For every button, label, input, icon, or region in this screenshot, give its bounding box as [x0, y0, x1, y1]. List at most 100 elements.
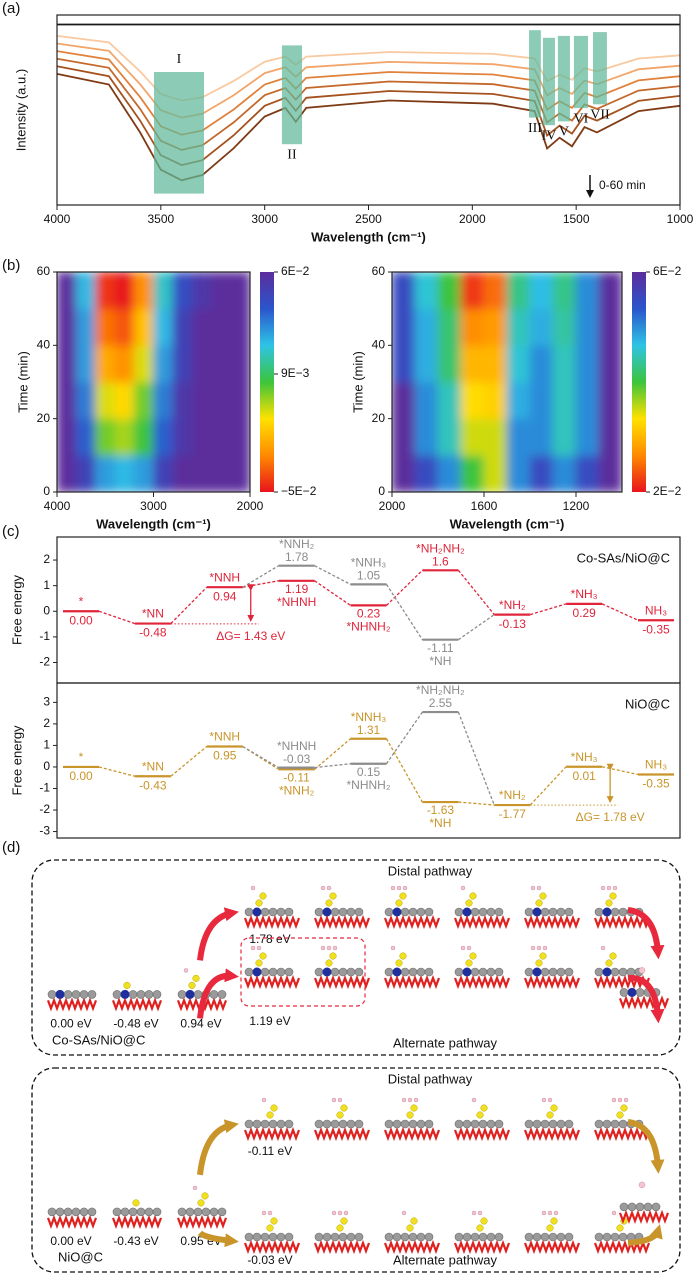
- n-atom: [480, 1104, 488, 1112]
- atom: [314, 1232, 324, 1242]
- connector: [601, 766, 639, 776]
- oxide-lattice: [453, 914, 511, 930]
- heat-cell: [598, 272, 622, 310]
- n-atom: [410, 1217, 418, 1225]
- slab-icon: [243, 1097, 301, 1142]
- n-atom: [255, 899, 263, 907]
- atom: [260, 907, 270, 917]
- heat-cell: [57, 272, 77, 310]
- atom: [128, 990, 138, 999]
- heat-cell: [598, 308, 622, 346]
- band-region: [573, 35, 589, 109]
- h-atom: [542, 945, 548, 951]
- product-h: [638, 1181, 646, 1189]
- connector: [529, 766, 567, 806]
- oxide-lattice: [453, 1239, 511, 1255]
- atom: [548, 907, 558, 917]
- oxide-lattice: [593, 974, 651, 990]
- n-atom: [201, 1192, 209, 1200]
- co-atom: [55, 989, 65, 999]
- value-label: 0.01: [572, 769, 596, 783]
- heat-cell: [392, 381, 416, 420]
- heat-cell: [552, 272, 577, 310]
- h-atom: [471, 1210, 477, 1216]
- atom: [384, 1119, 394, 1129]
- heat-cell: [153, 418, 174, 456]
- co-atom: [392, 967, 402, 977]
- atom: [276, 967, 286, 977]
- step-label: *NNH₂: [279, 537, 315, 551]
- heat-cell: [230, 272, 250, 310]
- h-atom: [536, 945, 542, 951]
- oxide-lattice: [593, 1126, 651, 1142]
- heat-cell: [392, 454, 416, 492]
- band-label: IV: [542, 128, 557, 143]
- n-atom: [270, 1217, 278, 1225]
- atom: [314, 1119, 324, 1129]
- heat-cell: [133, 272, 154, 310]
- heat-cell: [414, 344, 439, 383]
- atom: [87, 990, 97, 999]
- heat-cell: [575, 381, 600, 420]
- h-atom: [606, 885, 612, 891]
- n-atom: [266, 1111, 274, 1119]
- co-atom: [532, 907, 542, 917]
- connector: [314, 580, 351, 606]
- n-atom: [616, 1111, 624, 1119]
- atom: [424, 967, 434, 977]
- atom: [284, 907, 294, 917]
- atom: [284, 1232, 294, 1242]
- heat-cell: [95, 381, 116, 420]
- value-label: 0.00: [69, 613, 93, 627]
- co-atom: [120, 989, 130, 999]
- oxide-lattice: [523, 914, 581, 930]
- heatmap-cells: [57, 272, 250, 492]
- band-label: II: [287, 147, 297, 162]
- n-atom: [395, 899, 403, 907]
- atom: [268, 907, 278, 917]
- band-label: I: [177, 52, 182, 67]
- atom: [548, 967, 558, 977]
- atom: [494, 967, 504, 977]
- atom: [556, 907, 566, 917]
- slab-icon: [243, 885, 301, 930]
- heat-cell: [114, 381, 135, 420]
- slab-icon: [176, 1185, 228, 1230]
- step-label: *NNH₃: [351, 556, 387, 570]
- atom: [564, 1232, 574, 1242]
- atom: [548, 1119, 558, 1129]
- atom: [594, 1232, 604, 1242]
- heat-cell: [483, 344, 508, 383]
- atom: [602, 1119, 612, 1129]
- slab-icon: [46, 1207, 98, 1230]
- heat-cell: [437, 454, 462, 492]
- x-tick-label: 1200: [563, 499, 590, 513]
- h-atom: [460, 885, 466, 891]
- pathway-arrow: [197, 1119, 239, 1176]
- atom: [314, 907, 324, 917]
- oxide-lattice: [243, 914, 301, 930]
- slab-icon: [523, 1097, 581, 1142]
- heat-cell: [552, 418, 577, 456]
- atom: [252, 1232, 262, 1242]
- h-atom: [326, 885, 332, 891]
- colorbar-label: 9E−3: [281, 366, 310, 380]
- product-h: [638, 967, 646, 974]
- co-atom: [252, 907, 262, 917]
- heat-cell: [191, 381, 212, 420]
- atom: [354, 1232, 364, 1242]
- heat-cell: [414, 381, 439, 420]
- h-atom: [407, 1097, 413, 1103]
- atom: [152, 990, 162, 999]
- h-atom: [326, 945, 332, 951]
- atom: [177, 990, 187, 999]
- slab-icon: [593, 1097, 651, 1142]
- catalyst-label: NiO@C: [58, 1249, 103, 1264]
- atom: [454, 967, 464, 977]
- n-atom: [609, 892, 617, 900]
- heat-cell: [95, 418, 116, 456]
- heat-cell: [392, 418, 416, 456]
- connector: [242, 745, 279, 769]
- co-atom: [322, 907, 332, 917]
